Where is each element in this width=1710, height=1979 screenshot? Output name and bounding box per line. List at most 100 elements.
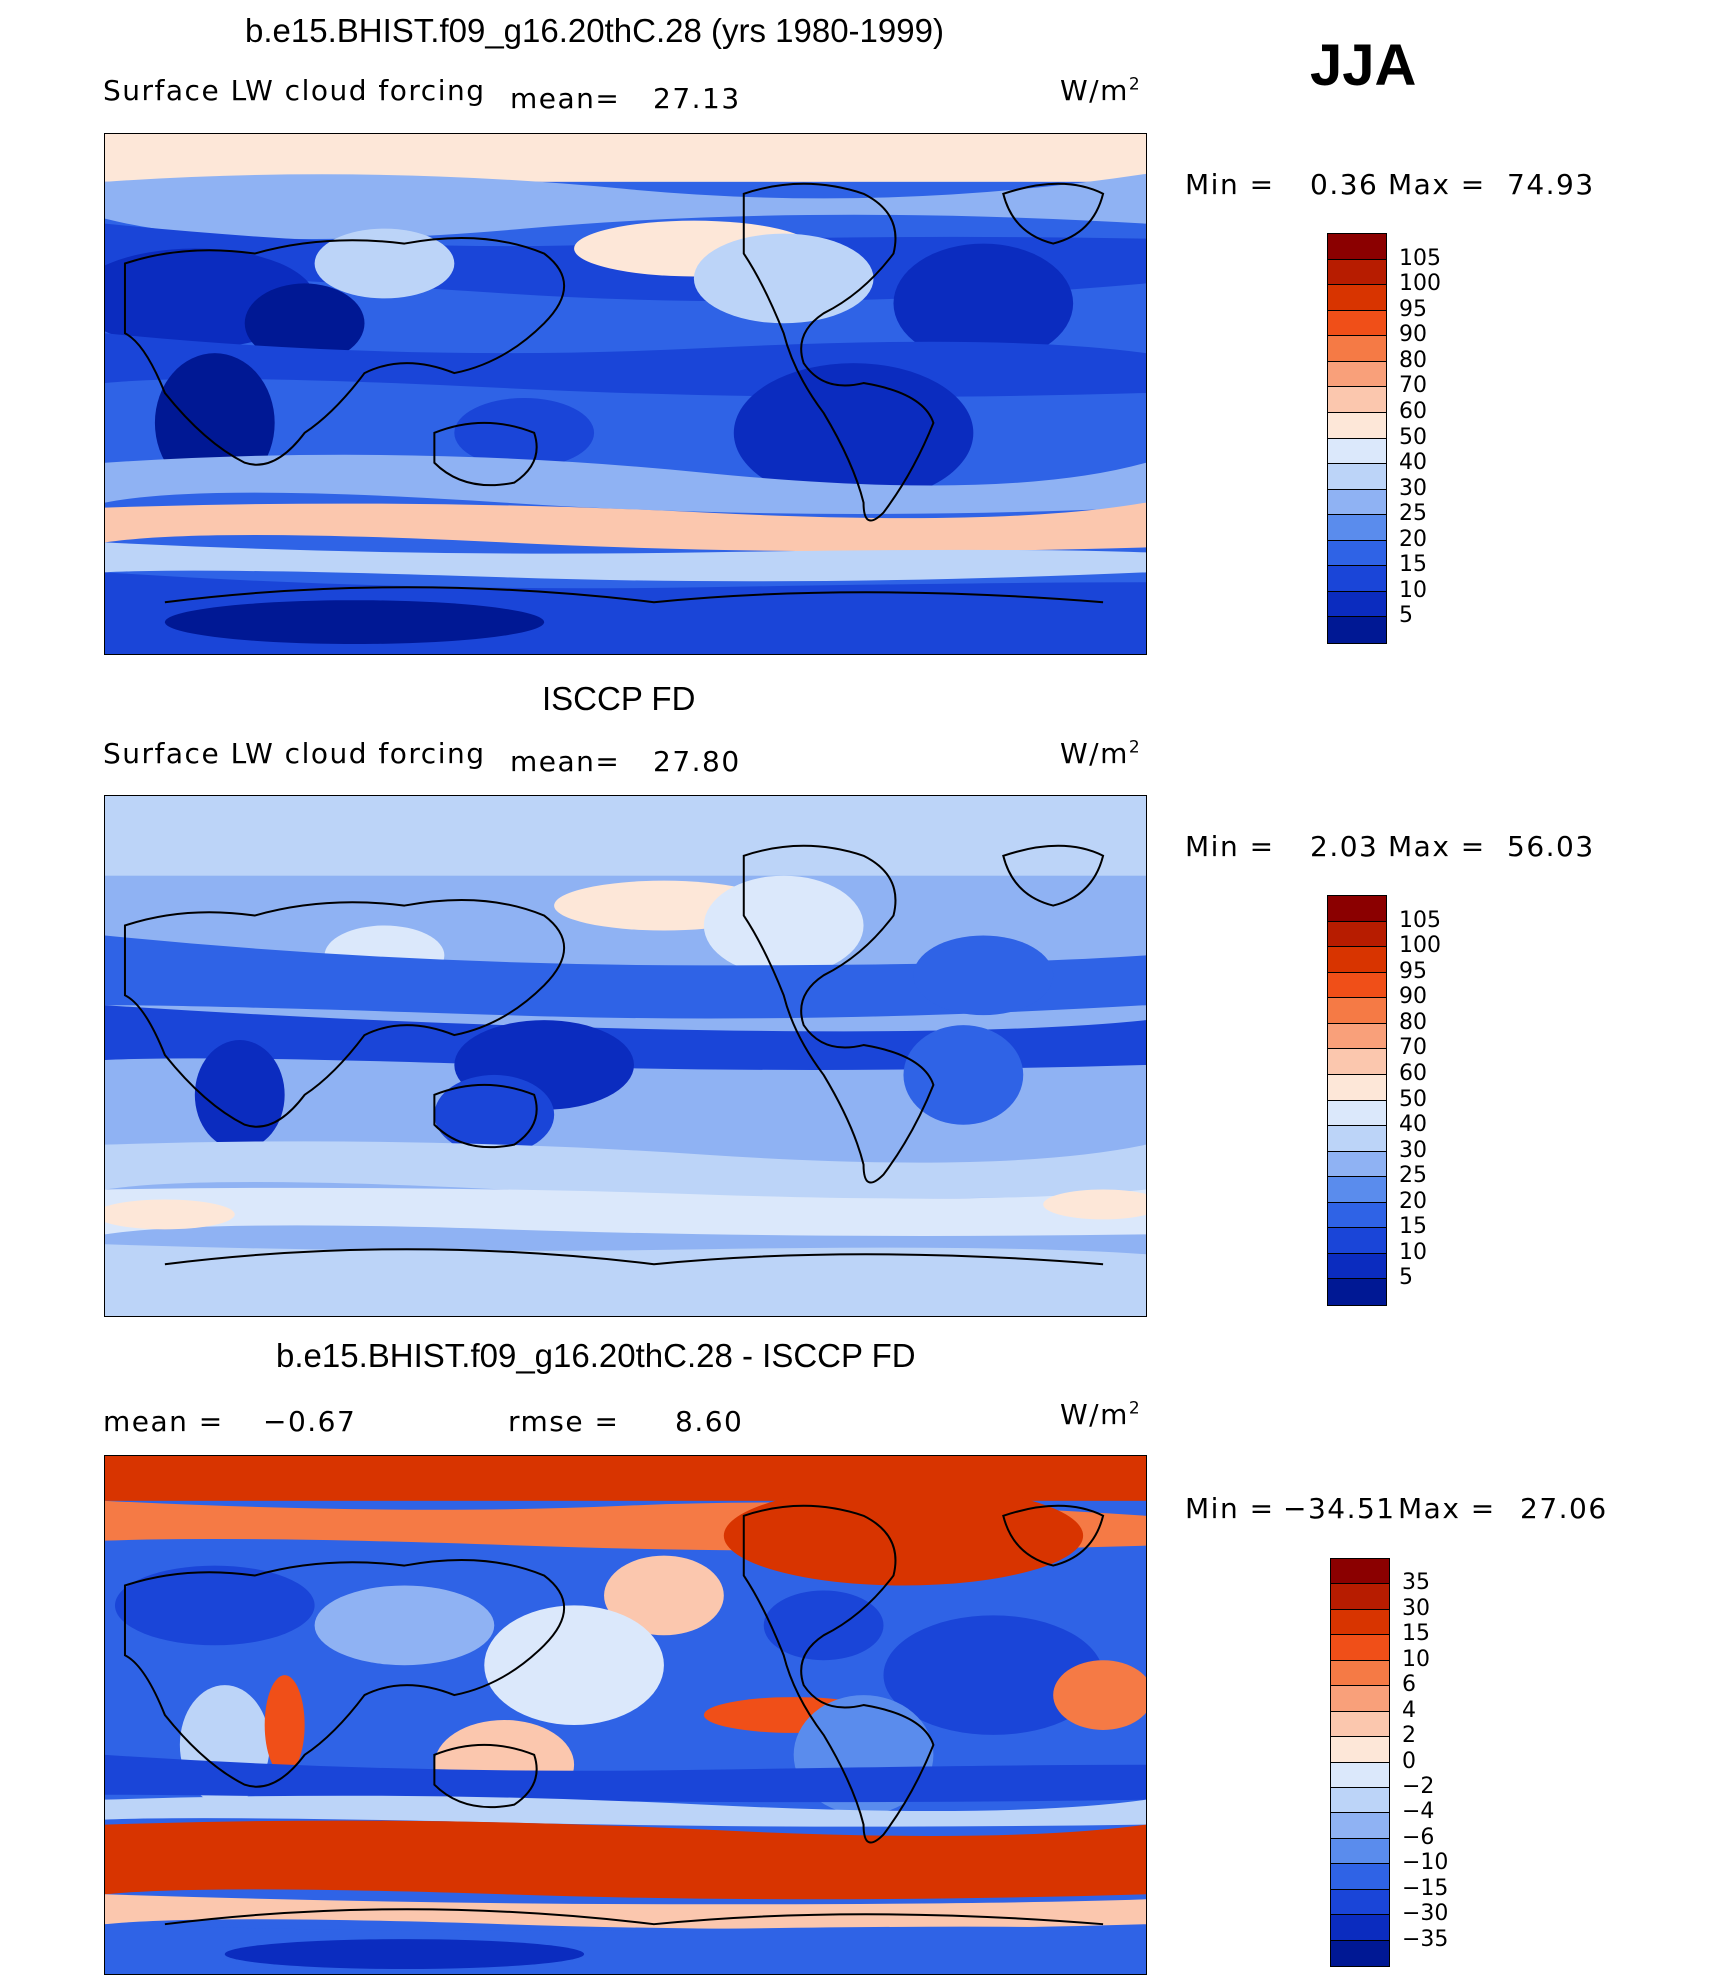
panel3-title: b.e15.BHIST.f09_g16.20thC.28 - ISCCP FD — [276, 1337, 916, 1374]
panel2-max-label: Max = — [1388, 830, 1486, 863]
panel3-map — [104, 1455, 1147, 1975]
panel2-map-svg — [105, 796, 1146, 1316]
panel3-max-value: 27.06 — [1520, 1492, 1608, 1525]
colorbar-tick-label: 90 — [1399, 984, 1427, 1010]
colorbar-tick-label: 60 — [1399, 1060, 1427, 1086]
colorbar-segment — [1328, 515, 1386, 541]
panel1-mean-label: mean= — [510, 82, 621, 115]
panel1-mean-value: 27.13 — [653, 82, 741, 115]
colorbar-tick-label: 25 — [1399, 1163, 1427, 1189]
panel2-title: ISCCP FD — [542, 680, 696, 717]
colorbar-tick-label: −2 — [1402, 1773, 1435, 1799]
colorbar-tick-label: 10 — [1402, 1646, 1430, 1672]
panel3-units: W/m2 — [1060, 1398, 1142, 1431]
panel3-min-value: −34.51 — [1283, 1492, 1396, 1525]
colorbar-tick-label: −10 — [1402, 1850, 1449, 1876]
colorbar-segment — [1328, 361, 1386, 388]
colorbar-tick-label: 35 — [1402, 1570, 1430, 1596]
colorbar-segment — [1328, 1279, 1386, 1305]
colorbar-segment — [1328, 412, 1386, 439]
colorbar-tick-label: −6 — [1402, 1824, 1435, 1850]
colorbar-tick-label: 90 — [1399, 322, 1427, 348]
colorbar-segment — [1328, 1151, 1386, 1178]
colorbar-segment — [1328, 617, 1386, 643]
panel1-title: b.e15.BHIST.f09_g16.20thC.28 (yrs 1980-1… — [245, 12, 944, 49]
colorbar-tick-label: 70 — [1399, 373, 1427, 399]
colorbar-tick-label: 30 — [1402, 1595, 1430, 1621]
colorbar-tick-label: 15 — [1402, 1621, 1430, 1647]
panel1-map-svg — [105, 134, 1146, 654]
panel1-units: W/m2 — [1060, 74, 1142, 107]
colorbar-tick-label: 95 — [1399, 958, 1427, 984]
colorbar-segment — [1328, 1228, 1386, 1254]
colorbar-tick-label: 25 — [1399, 501, 1427, 527]
panel1-min-label: Min = — [1185, 168, 1275, 201]
colorbar-segment — [1328, 438, 1386, 465]
colorbar-segment — [1331, 1609, 1389, 1636]
panel2-colorbar — [1327, 895, 1387, 1306]
colorbar-segment — [1328, 285, 1386, 311]
colorbar-tick-label: 10 — [1399, 1239, 1427, 1265]
panel3-rmse-value: 8.60 — [675, 1405, 744, 1438]
colorbar-tick-label: 60 — [1399, 398, 1427, 424]
colorbar-tick-label: 95 — [1399, 296, 1427, 322]
colorbar-segment — [1328, 1074, 1386, 1101]
panel3-max-label: Max = — [1398, 1492, 1496, 1525]
panel1-map — [104, 133, 1147, 655]
colorbar-segment — [1328, 1100, 1386, 1127]
colorbar-segment — [1331, 1940, 1389, 1966]
colorbar-segment — [1328, 489, 1386, 516]
colorbar-segment — [1328, 310, 1386, 337]
panel2-mean-label: mean= — [510, 745, 621, 778]
colorbar-segment — [1331, 1711, 1389, 1738]
panel3-mean-value: −0.67 — [263, 1405, 357, 1438]
season-label: JJA — [1310, 33, 1417, 98]
colorbar-segment — [1328, 336, 1386, 362]
colorbar-segment — [1331, 1686, 1389, 1712]
colorbar-segment — [1331, 1915, 1389, 1941]
colorbar-segment — [1331, 1737, 1389, 1763]
colorbar-segment — [1328, 1126, 1386, 1152]
colorbar-segment — [1328, 998, 1386, 1024]
panel3-min-label: Min = — [1185, 1492, 1275, 1525]
colorbar-tick-label: 4 — [1402, 1697, 1416, 1723]
colorbar-segment — [1328, 921, 1386, 948]
panel1-max-value: 74.93 — [1507, 168, 1595, 201]
colorbar-tick-label: 2 — [1402, 1723, 1416, 1749]
colorbar-tick-label: −30 — [1402, 1901, 1449, 1927]
colorbar-segment — [1331, 1787, 1389, 1814]
colorbar-segment — [1328, 540, 1386, 567]
colorbar-tick-label: 50 — [1399, 1086, 1427, 1112]
colorbar-segment — [1328, 1202, 1386, 1229]
panel2-max-value: 56.03 — [1507, 830, 1595, 863]
colorbar-segment — [1328, 947, 1386, 973]
colorbar-tick-label: 15 — [1399, 552, 1427, 578]
colorbar-tick-label: 20 — [1399, 1188, 1427, 1214]
panel1-max-label: Max = — [1388, 168, 1486, 201]
panel2-units: W/m2 — [1060, 737, 1142, 770]
colorbar-tick-label: 100 — [1399, 933, 1441, 959]
colorbar-tick-label: 80 — [1399, 1009, 1427, 1035]
colorbar-segment — [1328, 896, 1386, 922]
panel1-variable: Surface LW cloud forcing — [103, 74, 486, 107]
colorbar-segment — [1328, 972, 1386, 999]
colorbar-segment — [1328, 259, 1386, 286]
colorbar-tick-label: 105 — [1399, 245, 1441, 271]
colorbar-tick-label: 6 — [1402, 1672, 1416, 1698]
colorbar-segment — [1328, 464, 1386, 490]
colorbar-segment — [1328, 1177, 1386, 1203]
colorbar-segment — [1328, 566, 1386, 592]
colorbar-tick-label: 5 — [1399, 603, 1413, 629]
colorbar-tick-label: 40 — [1399, 450, 1427, 476]
colorbar-segment — [1331, 1635, 1389, 1661]
panel3-rmse-label: rmse = — [508, 1405, 620, 1438]
panel3-mean-label: mean = — [103, 1405, 224, 1438]
colorbar-segment — [1331, 1584, 1389, 1610]
colorbar-tick-label: 50 — [1399, 424, 1427, 450]
colorbar-tick-label: −15 — [1402, 1875, 1449, 1901]
colorbar-tick-label: −35 — [1402, 1926, 1449, 1952]
colorbar-segment — [1331, 1864, 1389, 1890]
colorbar-tick-label: 70 — [1399, 1035, 1427, 1061]
colorbar-tick-label: 100 — [1399, 271, 1441, 297]
colorbar-segment — [1328, 387, 1386, 413]
